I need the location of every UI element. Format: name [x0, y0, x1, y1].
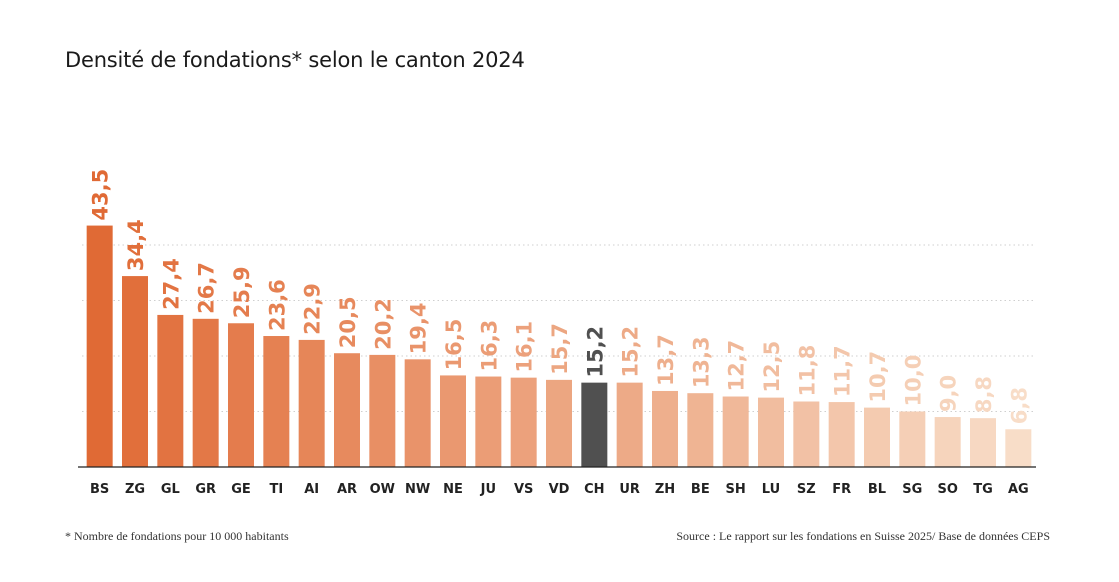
bar-bs	[86, 225, 113, 467]
value-label-ne: 16,5	[442, 319, 466, 371]
x-tick-label-fr: FR	[832, 482, 851, 497]
value-label-be: 13,3	[689, 336, 713, 388]
bar-nw	[404, 359, 431, 467]
value-label-ag: 6,8	[1007, 387, 1031, 424]
x-tick-label-zh: ZH	[655, 482, 675, 497]
bar-be	[687, 393, 714, 467]
x-tick-label-bl: BL	[868, 482, 886, 497]
value-label-ge: 25,9	[230, 266, 254, 318]
bar-ne	[440, 375, 466, 467]
value-label-ur: 15,2	[619, 326, 643, 378]
x-tick-label-ch: CH	[584, 482, 604, 497]
value-label-sz: 11,8	[795, 345, 819, 397]
x-tick-label-ju: JU	[480, 482, 496, 497]
x-tick-label-ai: AI	[304, 482, 319, 497]
x-tick-label-tg: TG	[973, 482, 993, 497]
x-tick-label-sh: SH	[726, 482, 746, 497]
x-tick-label-gl: GL	[161, 482, 180, 497]
bar-vd	[546, 379, 572, 467]
x-tick-label-ag: AG	[1008, 482, 1029, 497]
bar-ju	[475, 376, 502, 467]
bar-lu	[758, 397, 784, 467]
bar-ch	[581, 382, 608, 467]
footnote: * Nombre de fondations pour 10 000 habit…	[65, 529, 289, 543]
x-tick-label-zg: ZG	[125, 482, 145, 497]
value-label-gl: 27,4	[159, 258, 183, 310]
bar-zg	[122, 276, 148, 467]
value-label-ju: 16,3	[477, 320, 501, 372]
value-label-nw: 19,4	[407, 303, 431, 355]
value-label-ai: 22,9	[301, 283, 325, 335]
bar-ar	[334, 353, 360, 467]
x-tick-label-be: BE	[691, 482, 710, 497]
value-label-zh: 13,7	[654, 334, 678, 386]
x-tick-label-gr: GR	[195, 482, 216, 497]
bar-ag	[1005, 429, 1032, 467]
value-label-bs: 43,5	[89, 169, 113, 221]
bar-ow	[369, 354, 396, 467]
bar-gl	[157, 314, 184, 467]
bar-ai	[298, 339, 325, 467]
x-tick-label-ti: TI	[269, 482, 283, 497]
bar-ti	[263, 336, 290, 467]
value-label-sh: 12,7	[725, 340, 749, 392]
x-tick-label-ow: OW	[370, 482, 395, 497]
value-label-ar: 20,5	[336, 296, 360, 348]
x-tick-label-bs: BS	[90, 482, 109, 497]
value-label-vs: 16,1	[513, 321, 537, 373]
value-label-so: 9,0	[937, 375, 961, 412]
value-label-gr: 26,7	[195, 262, 219, 314]
bar-tg	[970, 418, 996, 467]
value-label-ch: 15,2	[583, 326, 607, 378]
bar-ur	[616, 382, 643, 467]
value-label-lu: 12,5	[760, 341, 784, 393]
bar-fr	[828, 402, 855, 467]
x-tick-label-so: SO	[937, 482, 957, 497]
bar-so	[934, 417, 961, 467]
x-tick-label-vd: VD	[549, 482, 570, 497]
value-label-zg: 34,4	[124, 219, 148, 271]
bar-sz	[793, 401, 820, 467]
x-tick-label-ge: GE	[231, 482, 251, 497]
value-label-fr: 11,7	[831, 345, 855, 397]
value-label-bl: 10,7	[866, 351, 890, 403]
x-tick-label-vs: VS	[514, 482, 533, 497]
x-tick-label-lu: LU	[762, 482, 780, 497]
x-tick-labels: BS ZG GL GR GE TI AI AR OW NW NE JU VS VD CH UR ZH BE SH LU…	[90, 482, 1029, 497]
value-label-ow: 20,2	[371, 298, 395, 350]
value-label-ti: 23,6	[265, 279, 289, 331]
value-label-vd: 15,7	[548, 323, 572, 375]
x-tick-label-ar: AR	[337, 482, 357, 497]
value-label-tg: 8,8	[972, 376, 996, 413]
bar-bl	[864, 407, 890, 467]
bars	[86, 225, 1032, 467]
bar-zh	[652, 390, 678, 467]
bar-vs	[510, 377, 537, 467]
source-note: Source : Le rapport sur les fondations e…	[676, 529, 1050, 543]
x-tick-label-ne: NE	[443, 482, 463, 497]
chart-title: Densité de fondations* selon le canton 2…	[65, 48, 525, 72]
bar-sh	[722, 396, 749, 467]
bar-gr	[192, 318, 219, 467]
bar-sg	[899, 411, 926, 467]
x-tick-label-sg: SG	[902, 482, 922, 497]
x-tick-label-nw: NW	[405, 482, 430, 497]
value-label-sg: 10,0	[901, 355, 925, 407]
value-labels: 43,5 34,4 27,4 26,7 25,9 23,6 22,9 20,5 20,2 19,4…	[89, 169, 1032, 425]
x-tick-label-sz: SZ	[797, 482, 816, 497]
x-tick-label-ur: UR	[619, 482, 640, 497]
bar-ge	[228, 323, 254, 467]
